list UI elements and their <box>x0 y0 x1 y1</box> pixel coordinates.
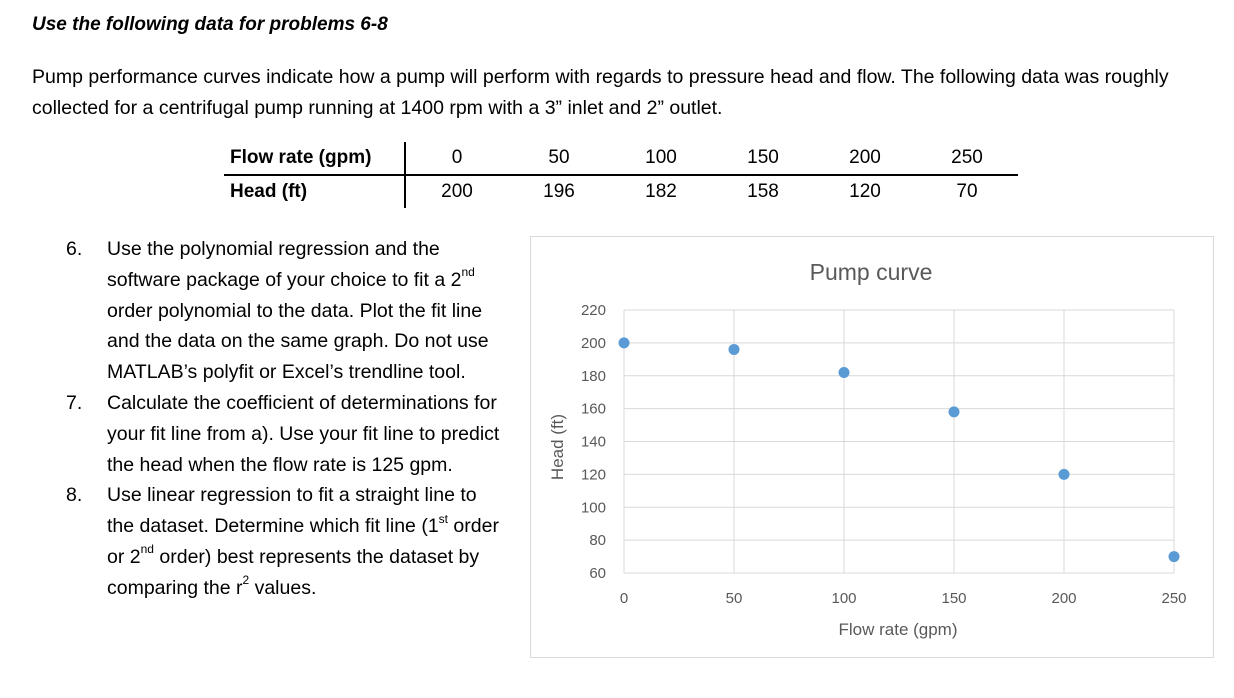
flow-rate-label: Flow rate (gpm) <box>224 142 406 176</box>
x-tick-label: 0 <box>620 590 628 607</box>
problem-number: 6. <box>66 238 83 260</box>
problem-text: Use the polynomial regression and the so… <box>107 238 462 291</box>
chart-svg: Pump curve 60 80 100 120 140 160 180 200 220 0 50… <box>548 259 1187 639</box>
pump-data-table: Flow rate (gpm) 0 50 100 150 200 250 Hea… <box>224 142 1018 208</box>
flow-rate-row: Flow rate (gpm) 0 50 100 150 200 250 <box>224 142 1018 176</box>
head-value: 158 <box>747 181 779 202</box>
y-tick-label: 180 <box>581 368 606 385</box>
x-tick-label: 200 <box>1051 590 1076 607</box>
problem-7: 7. Calculate the coefficient of determin… <box>66 388 506 480</box>
data-point <box>618 337 630 349</box>
flow-value: 150 <box>712 142 814 176</box>
data-points <box>618 337 1180 563</box>
pump-curve-chart: Pump curve 60 80 100 120 140 160 180 200 220 0 50… <box>530 236 1214 658</box>
flow-value: 250 <box>916 142 1018 176</box>
problem-text: Use linear regression to fit a straight … <box>107 484 477 538</box>
y-tick-label: 100 <box>581 499 606 516</box>
problem-text: order) best represents the dataset by co… <box>107 545 480 599</box>
flow-value: 100 <box>610 142 712 176</box>
x-tick-label: 250 <box>1161 590 1186 607</box>
head-value: 120 <box>849 181 881 202</box>
data-point <box>838 366 850 378</box>
flow-value: 0 <box>405 142 508 176</box>
data-point <box>728 343 740 355</box>
y-tick-label: 120 <box>581 466 606 483</box>
y-tick-label: 200 <box>581 335 606 352</box>
x-tick-label: 100 <box>831 590 856 607</box>
problem-text: values. <box>249 576 317 599</box>
y-tick-label: 140 <box>581 434 606 451</box>
data-point <box>948 406 960 418</box>
superscript: nd <box>461 265 475 280</box>
head-value: 182 <box>645 181 677 202</box>
head-value: 70 <box>956 181 978 202</box>
flow-value: 50 <box>508 142 610 176</box>
problem-number: 7. <box>66 391 83 414</box>
problem-text: Calculate the coefficient of determinati… <box>107 391 500 476</box>
flow-value: 200 <box>814 142 916 176</box>
x-tick-label: 50 <box>726 590 743 607</box>
problem-text: order polynomial to the data. Plot the f… <box>107 299 489 384</box>
head-value: 200 <box>441 181 473 202</box>
data-point <box>1168 551 1180 563</box>
data-point <box>1058 468 1070 480</box>
problem-8: 8. Use linear regression to fit a straig… <box>66 480 506 603</box>
problem-number: 8. <box>66 484 83 507</box>
y-tick-label: 220 <box>581 302 606 319</box>
superscript: 2 <box>242 573 250 588</box>
head-label: Head (ft) <box>224 175 406 208</box>
y-axis-label: Head (ft) <box>548 414 567 480</box>
problem-6: 6. Use the polynomial regression and the… <box>66 234 506 388</box>
chart-gridlines <box>623 309 1175 574</box>
y-tick-labels: 60 80 100 120 140 160 180 200 220 <box>581 302 606 582</box>
x-tick-labels: 0 50 100 150 200 250 <box>620 590 1187 607</box>
y-tick-label: 160 <box>581 401 606 418</box>
problem-text: order or 2 <box>107 515 499 568</box>
problem-list: 6. Use the polynomial regression and the… <box>66 234 506 604</box>
x-tick-label: 150 <box>941 590 966 607</box>
intro-paragraph: Pump performance curves indicate how a p… <box>32 66 1169 119</box>
x-axis-label: Flow rate (gpm) <box>838 620 957 639</box>
chart-title: Pump curve <box>810 259 933 285</box>
y-tick-label: 80 <box>589 532 606 549</box>
y-tick-label: 60 <box>589 565 606 582</box>
section-heading: Use the following data for problems 6-8 <box>32 14 388 35</box>
head-value: 196 <box>543 181 575 202</box>
superscript: nd <box>140 542 154 557</box>
superscript: st <box>438 511 449 526</box>
head-row: Head (ft) 200 196 182 158 120 70 <box>224 175 1018 208</box>
